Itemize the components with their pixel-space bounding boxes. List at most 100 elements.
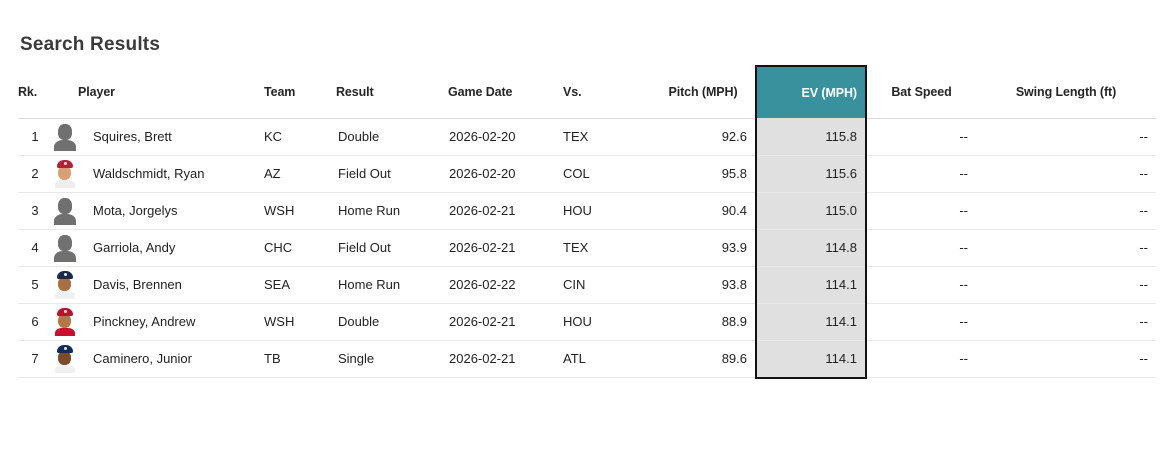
cell-player: Squires, Brett: [52, 118, 264, 156]
cell-game_date: 2026-02-22: [448, 266, 563, 304]
player-name: Davis, Brennen: [93, 277, 182, 292]
table-row: 5 Davis, Brennen SEA Home Run 2026-02-22 CIN 9…: [18, 266, 1156, 304]
player-cell: Caminero, Junior: [52, 344, 264, 373]
avatar-face: [58, 165, 71, 180]
cell-bat_speed: --: [866, 303, 976, 341]
cell-ev_mph: 115.8: [755, 118, 867, 156]
player-name: Garriola, Andy: [93, 240, 176, 255]
cell-ev_mph: 114.8: [755, 229, 867, 267]
player-name: Mota, Jorgelys: [93, 203, 178, 218]
player-avatar-photo: [54, 270, 76, 299]
cell-result: Field Out: [336, 155, 448, 193]
cell-game_date: 2026-02-21: [448, 340, 563, 378]
cell-ev_mph: 114.1: [755, 340, 867, 379]
avatar-face: [58, 276, 71, 291]
cell-rk: 5: [18, 266, 52, 304]
cell-vs: TEX: [563, 118, 651, 156]
player-avatar-silhouette: [54, 197, 76, 225]
cell-result: Single: [336, 340, 448, 378]
cell-result: Double: [336, 118, 448, 156]
cell-player: Mota, Jorgelys: [52, 192, 264, 230]
avatar-face: [58, 350, 71, 365]
cell-game_date: 2026-02-21: [448, 303, 563, 341]
cell-team: WSH: [264, 192, 336, 230]
cell-swing_length: --: [976, 155, 1156, 193]
player-cell: Garriola, Andy: [52, 234, 264, 262]
cell-game_date: 2026-02-21: [448, 192, 563, 230]
cell-player: Caminero, Junior: [52, 340, 264, 378]
cell-team: WSH: [264, 303, 336, 341]
cell-team: KC: [264, 118, 336, 156]
table-row: 1 Squires, Brett KC Double 2026-02-20 TEX 92.6…: [18, 118, 1156, 156]
search-results-table: Rk. Player Team Result Game Date Vs. Pitch (MP…: [18, 65, 1156, 379]
cell-game_date: 2026-02-20: [448, 118, 563, 156]
cell-team: TB: [264, 340, 336, 378]
cell-vs: COL: [563, 155, 651, 193]
table-row: 4 Garriola, Andy CHC Field Out 2026-02-21 TEX…: [18, 229, 1156, 267]
cell-bat_speed: --: [866, 229, 976, 267]
search-results-page: Search Results Rk. Player Team Result Game D…: [0, 34, 1163, 459]
cell-rk: 2: [18, 155, 52, 193]
column-header-vs[interactable]: Vs.: [563, 66, 651, 119]
table-row: 7 Caminero, Junior TB Single 2026-02-21 ATL 89…: [18, 340, 1156, 379]
silhouette-shoulders: [54, 213, 76, 225]
cell-vs: CIN: [563, 266, 651, 304]
player-name: Caminero, Junior: [93, 351, 192, 367]
avatar-face: [58, 313, 71, 328]
page-title: Search Results: [20, 34, 161, 55]
avatar-jersey: [55, 179, 75, 188]
cell-team: SEA: [264, 266, 336, 304]
cell-ev_mph: 114.1: [755, 303, 867, 341]
player-avatar-silhouette: [54, 234, 76, 262]
avatar-cap-logo: [64, 346, 67, 350]
column-header-team[interactable]: Team: [264, 66, 336, 119]
player-avatar-photo: [54, 344, 76, 373]
player-cell: Davis, Brennen: [52, 270, 264, 299]
cell-vs: TEX: [563, 229, 651, 267]
column-header-swing_length[interactable]: Swing Length (ft): [976, 66, 1156, 119]
cell-rk: 1: [18, 118, 52, 156]
cell-rk: 3: [18, 192, 52, 230]
cell-player: Davis, Brennen: [52, 266, 264, 304]
column-header-result[interactable]: Result: [336, 66, 448, 119]
avatar-cap-logo: [64, 161, 67, 165]
cell-team: CHC: [264, 229, 336, 267]
cell-ev_mph: 114.1: [755, 266, 867, 304]
cell-bat_speed: --: [866, 155, 976, 193]
cell-rk: 4: [18, 229, 52, 267]
avatar-jersey: [55, 364, 75, 373]
table-row: 3 Mota, Jorgelys WSH Home Run 2026-02-21 HOU 9…: [18, 192, 1156, 230]
cell-vs: HOU: [563, 192, 651, 230]
cell-swing_length: --: [976, 303, 1156, 341]
cell-swing_length: --: [976, 229, 1156, 267]
cell-vs: ATL: [563, 340, 651, 378]
column-header-pitch_mph[interactable]: Pitch (MPH): [651, 66, 756, 119]
cell-pitch_mph: 93.8: [651, 266, 756, 304]
player-cell: Waldschmidt, Ryan: [52, 159, 264, 188]
cell-pitch_mph: 90.4: [651, 192, 756, 230]
player-avatar-photo: [54, 159, 76, 188]
table-row: 2 Waldschmidt, Ryan AZ Field Out 2026-02-20 C…: [18, 155, 1156, 193]
column-header-ev_mph[interactable]: EV (MPH): [755, 65, 867, 118]
avatar-cap-logo: [64, 309, 67, 313]
column-header-bat_speed[interactable]: Bat Speed: [866, 66, 976, 119]
cell-game_date: 2026-02-20: [448, 155, 563, 193]
cell-result: Field Out: [336, 229, 448, 267]
column-header-player[interactable]: Player: [52, 66, 264, 119]
player-cell: Squires, Brett: [52, 123, 264, 151]
cell-pitch_mph: 93.9: [651, 229, 756, 267]
avatar-jersey: [55, 290, 75, 299]
cell-team: AZ: [264, 155, 336, 193]
cell-pitch_mph: 95.8: [651, 155, 756, 193]
column-header-game_date[interactable]: Game Date: [448, 66, 563, 119]
column-header-rk[interactable]: Rk.: [18, 66, 52, 119]
cell-rk: 7: [18, 340, 52, 378]
player-name: Waldschmidt, Ryan: [93, 166, 205, 181]
cell-swing_length: --: [976, 192, 1156, 230]
avatar-cap-logo: [64, 272, 67, 276]
silhouette-head: [58, 197, 72, 214]
player-name: Pinckney, Andrew: [93, 314, 196, 329]
cell-player: Waldschmidt, Ryan: [52, 155, 264, 193]
cell-game_date: 2026-02-21: [448, 229, 563, 267]
table-header-row: Rk. Player Team Result Game Date Vs. Pitch (MP…: [18, 65, 1156, 119]
